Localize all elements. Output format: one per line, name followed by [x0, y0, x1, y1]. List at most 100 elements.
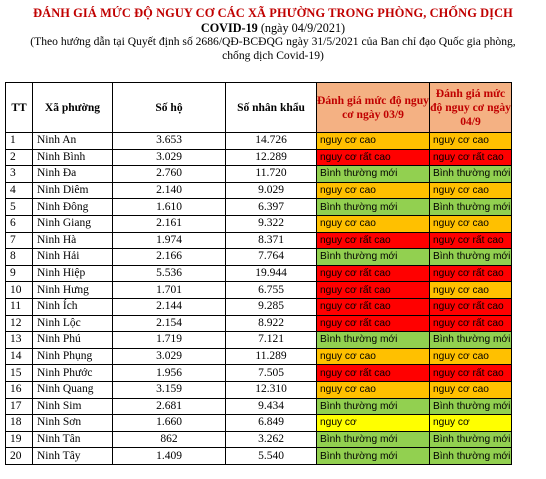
cell-households: 3.653: [112, 132, 226, 150]
table-row: 9 Ninh Hiệp 5.536 19.944 nguy cơ rất cao nguy…: [5, 264, 512, 283]
cell-risk-0309: Bình thường mới: [316, 165, 430, 183]
cell-households: 2.166: [112, 248, 226, 266]
cell-risk-0309: nguy cơ: [316, 414, 430, 432]
cell-risk-0409: Bình thường mới: [429, 198, 512, 216]
guidance-note: (Theo hướng dẫn tại Quyết định số 2686/Q…: [30, 35, 516, 48]
cell-households: 3.159: [112, 380, 226, 399]
cell-ward-name: Ninh Đông: [32, 198, 113, 216]
cell-ward-name: Ninh Giang: [32, 214, 113, 233]
cell-risk-0409: nguy cơ rất cao: [429, 148, 512, 167]
table-row: 15 Ninh Phước 1.956 7.505 nguy cơ rất cao ngu…: [5, 364, 512, 382]
cell-tt: 8: [5, 248, 33, 266]
cell-population: 19.944: [225, 264, 317, 283]
cell-population: 6.755: [225, 281, 317, 299]
cell-tt: 2: [5, 148, 33, 167]
cell-population: 12.289: [225, 148, 317, 167]
cell-population: 8.922: [225, 314, 317, 333]
cell-tt: 11: [5, 297, 33, 316]
cell-ward-name: Ninh Sim: [32, 397, 113, 416]
cell-tt: 20: [5, 447, 33, 465]
cell-ward-name: Ninh Hải: [32, 248, 113, 266]
cell-households: 1.409: [112, 447, 226, 465]
cell-risk-0409: Bình thường mới: [429, 165, 512, 183]
table-row: 4 Ninh Diêm 2.140 9.029 nguy cơ cao nguy cơ c…: [5, 181, 512, 200]
cell-ward-name: Ninh Tân: [32, 430, 113, 449]
cell-risk-0409: nguy cơ rất cao: [429, 314, 512, 333]
cell-risk-0309: nguy cơ cao: [316, 214, 430, 233]
cell-risk-0309: nguy cơ cao: [316, 347, 430, 366]
cell-ward-name: Ninh Phú: [32, 331, 113, 349]
table-row: 17 Ninh Sim 2.681 9.434 Bình thường mới Bình …: [5, 397, 512, 416]
cell-risk-0309: nguy cơ cao: [316, 380, 430, 399]
cell-households: 1.701: [112, 281, 226, 299]
table-row: 3 Ninh Đa 2.760 11.720 Bình thường mới Bình t…: [5, 165, 512, 183]
cell-risk-0409: Bình thường mới: [429, 397, 512, 416]
cell-ward-name: Ninh Tây: [32, 447, 113, 465]
cell-households: 1.660: [112, 414, 226, 432]
cell-risk-0409: nguy cơ cao: [429, 181, 512, 200]
cell-risk-0309: Bình thường mới: [316, 248, 430, 266]
col-header-population: Số nhân khẩu: [225, 82, 317, 133]
cell-risk-0409: nguy cơ rất cao: [429, 264, 512, 283]
cell-risk-0309: Bình thường mới: [316, 447, 430, 465]
table-header-row: TT Xã phường Số hộ Số nhân khẩu Đánh giá…: [5, 82, 512, 133]
table-row: 14 Ninh Phụng 3.029 11.289 nguy cơ cao nguy c…: [5, 347, 512, 366]
document-header: ĐÁNH GIÁ MỨC ĐỘ NGUY CƠ CÁC XÃ PHƯỜNG TR…: [0, 0, 546, 62]
cell-ward-name: Ninh Quang: [32, 380, 113, 399]
cell-households: 862: [112, 430, 226, 449]
col-header-risk-0309: Đánh giá mức độ nguy cơ ngày 03/9: [316, 82, 430, 133]
col-header-households: Số hộ: [112, 82, 226, 133]
cell-population: 6.397: [225, 198, 317, 216]
cell-tt: 15: [5, 364, 33, 382]
cell-risk-0309: Bình thường mới: [316, 397, 430, 416]
cell-risk-0309: nguy cơ cao: [316, 181, 430, 200]
cell-population: 9.285: [225, 297, 317, 316]
cell-risk-0409: Bình thường mới: [429, 331, 512, 349]
cell-tt: 14: [5, 347, 33, 366]
cell-households: 5.536: [112, 264, 226, 283]
cell-risk-0409: nguy cơ cao: [429, 281, 512, 299]
cell-households: 2.140: [112, 181, 226, 200]
table-row: 20 Ninh Tây 1.409 5.540 Bình thường mới Bình …: [5, 447, 512, 465]
table-row: 19 Ninh Tân 862 3.262 Bình thường mới Bình th…: [5, 430, 512, 449]
cell-risk-0409: nguy cơ cao: [429, 380, 512, 399]
cell-risk-0309: nguy cơ rất cao: [316, 364, 430, 382]
table-row: 2 Ninh Bình 3.029 12.289 nguy cơ rất cao nguy…: [5, 148, 512, 167]
table-row: 13 Ninh Phú 1.719 7.121 Bình thường mới Bình …: [5, 331, 512, 349]
table-row: 5 Ninh Đông 1.610 6.397 Bình thường mới Bình …: [5, 198, 512, 216]
table-row: 8 Ninh Hải 2.166 7.764 Bình thường mới Bình t…: [5, 248, 512, 266]
cell-population: 6.849: [225, 414, 317, 432]
cell-ward-name: Ninh Phụng: [32, 347, 113, 366]
cell-ward-name: Ninh Diêm: [32, 181, 113, 200]
table-row: 7 Ninh Hà 1.974 8.371 nguy cơ rất cao nguy cơ…: [5, 231, 512, 250]
cell-tt: 1: [5, 132, 33, 150]
cell-tt: 19: [5, 430, 33, 449]
cell-ward-name: Ninh An: [32, 132, 113, 150]
cell-risk-0409: nguy cơ rất cao: [429, 297, 512, 316]
cell-population: 8.371: [225, 231, 317, 250]
table-row: 16 Ninh Quang 3.159 12.310 nguy cơ cao nguy c…: [5, 380, 512, 399]
cell-population: 11.720: [225, 165, 317, 183]
cell-risk-0409: Bình thường mới: [429, 447, 512, 465]
cell-ward-name: Ninh Hưng: [32, 281, 113, 299]
cell-risk-0309: nguy cơ rất cao: [316, 297, 430, 316]
cell-risk-0309: nguy cơ rất cao: [316, 148, 430, 167]
col-header-ward: Xã phường: [32, 82, 113, 133]
cell-households: 3.029: [112, 148, 226, 167]
col-header-tt: TT: [5, 82, 33, 133]
cell-population: 7.505: [225, 364, 317, 382]
cell-population: 7.764: [225, 248, 317, 266]
document-subtitle: COVID-19 (ngày 04/9/2021): [0, 21, 546, 35]
cell-ward-name: Ninh Phước: [32, 364, 113, 382]
cell-ward-name: Ninh Hà: [32, 231, 113, 250]
cell-risk-0409: nguy cơ rất cao: [429, 364, 512, 382]
cell-risk-0309: Bình thường mới: [316, 430, 430, 449]
table-row: 18 Ninh Sơn 1.660 6.849 nguy cơ nguy cơ: [5, 414, 512, 432]
col-header-risk-0409: Đánh giá mức độ nguy cơ ngày 04/9: [429, 82, 512, 133]
cell-risk-0309: nguy cơ rất cao: [316, 264, 430, 283]
subtitle-date: (ngày 04/9/2021): [260, 21, 346, 35]
cell-households: 1.974: [112, 231, 226, 250]
cell-risk-0309: nguy cơ rất cao: [316, 314, 430, 333]
table-row: 11 Ninh Ích 2.144 9.285 nguy cơ rất cao nguy …: [5, 297, 512, 316]
table-row: 10 Ninh Hưng 1.701 6.755 nguy cơ rất cao nguy…: [5, 281, 512, 299]
